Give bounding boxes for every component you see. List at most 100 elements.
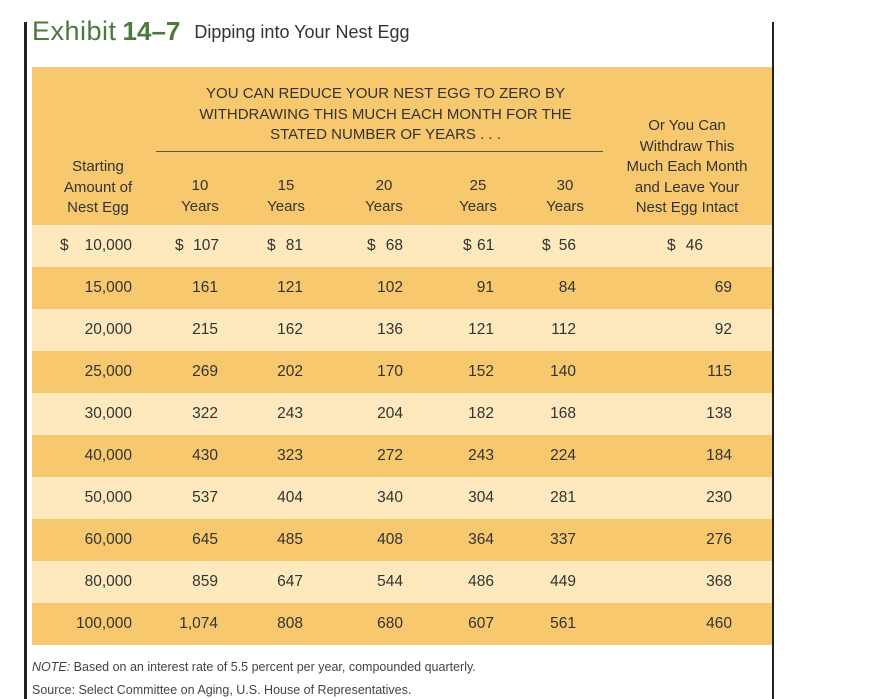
nest-egg-table: YOU CAN REDUCE YOUR NEST EGG TO ZERO BY … bbox=[32, 67, 772, 648]
col-header-unit: Years bbox=[459, 197, 497, 215]
withdrawal-cell-10-years: 645 bbox=[192, 531, 218, 548]
starting-amount-cell: 80,000 bbox=[84, 573, 132, 590]
withdrawal-cell-25-years: 243 bbox=[468, 447, 494, 464]
withdrawal-cell-20-years: 68 bbox=[385, 237, 403, 254]
table-row: 50,000 537 404 340 304 281 230 bbox=[32, 477, 772, 519]
intact-header-line-5: Nest Egg Intact bbox=[635, 199, 739, 216]
col-header-num: 15 bbox=[277, 177, 295, 194]
group-header-line-3: STATED NUMBER OF YEARS . . . bbox=[270, 126, 501, 143]
withdrawal-cell-15-years: 202 bbox=[277, 363, 303, 380]
table-note: NOTE: Based on an interest rate of 5.5 p… bbox=[32, 660, 476, 674]
currency-sign: $ bbox=[667, 237, 676, 254]
exhibit-label: Exhibit bbox=[32, 16, 117, 46]
intact-withdrawal-cell: 276 bbox=[706, 531, 732, 548]
withdrawal-cell-30-years: 561 bbox=[550, 615, 576, 632]
withdrawal-cell-30-years: 337 bbox=[550, 531, 576, 548]
withdrawal-cell-25-years: 486 bbox=[468, 573, 494, 590]
exhibit-number: 14–7 bbox=[122, 16, 181, 46]
table-row: 30,000 322 243 204 182 168 138 bbox=[32, 393, 772, 435]
exhibit-subtitle: Dipping into Your Nest Egg bbox=[194, 22, 410, 42]
note-label: NOTE: bbox=[32, 660, 71, 674]
withdrawal-cell-10-years: 859 bbox=[192, 573, 218, 590]
intact-header-line-4: and Leave Your bbox=[634, 178, 740, 196]
intact-withdrawal-cell: 92 bbox=[714, 321, 732, 338]
withdrawal-cell-15-years: 404 bbox=[277, 489, 303, 506]
table-row: 40,000 430 323 272 243 224 184 bbox=[32, 435, 772, 477]
table-row: 25,000 269 202 170 152 140 115 bbox=[32, 351, 772, 393]
intact-withdrawal-cell: 460 bbox=[706, 615, 732, 632]
starting-amount-cell: 40,000 bbox=[84, 447, 132, 464]
intact-withdrawal-cell: 69 bbox=[714, 279, 732, 296]
col-header-30-years: 30 Years bbox=[535, 176, 595, 217]
withdrawal-cell-20-years: 680 bbox=[377, 615, 403, 632]
withdrawal-cell-15-years: 243 bbox=[277, 405, 303, 422]
starting-amount-cell: 100,000 bbox=[75, 615, 132, 632]
withdrawal-cell-30-years: 224 bbox=[550, 447, 576, 464]
col-header-unit: Years bbox=[365, 197, 403, 215]
withdrawal-cell-10-years: 537 bbox=[192, 489, 218, 506]
intact-withdrawal-cell: 46 bbox=[685, 237, 703, 254]
withdrawal-cell-10-years: 430 bbox=[192, 447, 218, 464]
col-header-25-years: 25 Years bbox=[448, 176, 508, 217]
group-header: YOU CAN REDUCE YOUR NEST EGG TO ZERO BY … bbox=[158, 84, 613, 146]
withdrawal-cell-10-years: 322 bbox=[192, 405, 218, 422]
starting-amount-cell: 30,000 bbox=[84, 405, 132, 422]
withdrawal-cell-15-years: 808 bbox=[277, 615, 303, 632]
table-row: $10,000 $107 $81 $68 $61 $56 $46 bbox=[32, 225, 772, 267]
note-text: Based on an interest rate of 5.5 percent… bbox=[70, 660, 476, 674]
group-header-line-2: WITHDRAWING THIS MUCH EACH MONTH FOR THE bbox=[199, 105, 572, 123]
col-header-unit: Years bbox=[181, 197, 219, 215]
intact-header: Or You Can Withdraw This Much Each Month… bbox=[612, 116, 762, 219]
col-header-num: 20 bbox=[375, 177, 393, 194]
intact-withdrawal-cell: 368 bbox=[706, 573, 732, 590]
starting-amount-cell: 60,000 bbox=[84, 531, 132, 548]
currency-sign: $ bbox=[60, 237, 69, 254]
withdrawal-cell-20-years: 136 bbox=[377, 321, 403, 338]
withdrawal-cell-30-years: 449 bbox=[550, 573, 576, 590]
starting-amount-header: Starting Amount of Nest Egg bbox=[48, 157, 148, 219]
col-header-20-years: 20 Years bbox=[354, 176, 414, 217]
withdrawal-cell-15-years: 121 bbox=[277, 279, 303, 296]
withdrawal-cell-15-years: 647 bbox=[277, 573, 303, 590]
withdrawal-cell-25-years: 121 bbox=[468, 321, 494, 338]
withdrawal-cell-25-years: 152 bbox=[468, 363, 494, 380]
withdrawal-cell-30-years: 281 bbox=[550, 489, 576, 506]
currency-sign: $ bbox=[175, 237, 184, 254]
withdrawal-cell-20-years: 102 bbox=[377, 279, 403, 296]
currency-sign: $ bbox=[463, 237, 472, 254]
table-header: YOU CAN REDUCE YOUR NEST EGG TO ZERO BY … bbox=[32, 67, 772, 225]
withdrawal-cell-10-years: 161 bbox=[192, 279, 218, 296]
starting-header-line-1: Starting bbox=[72, 158, 124, 175]
withdrawal-cell-20-years: 204 bbox=[377, 405, 403, 422]
withdrawal-cell-25-years: 182 bbox=[468, 405, 494, 422]
withdrawal-cell-25-years: 364 bbox=[468, 531, 494, 548]
col-header-num: 25 bbox=[469, 177, 487, 194]
col-header-unit: Years bbox=[267, 197, 305, 215]
col-header-15-years: 15 Years bbox=[256, 176, 316, 217]
withdrawal-cell-10-years: 269 bbox=[192, 363, 218, 380]
withdrawal-cell-20-years: 272 bbox=[377, 447, 403, 464]
table-row: 80,000 859 647 544 486 449 368 bbox=[32, 561, 772, 603]
starting-amount-cell: 20,000 bbox=[84, 321, 132, 338]
withdrawal-cell-20-years: 170 bbox=[377, 363, 403, 380]
col-header-num: 10 bbox=[191, 177, 209, 194]
exhibit-title: Exhibit 14–7 Dipping into Your Nest Egg bbox=[32, 16, 410, 47]
group-header-line-1: YOU CAN REDUCE YOUR NEST EGG TO ZERO BY bbox=[206, 85, 565, 102]
withdrawal-cell-15-years: 162 bbox=[277, 321, 303, 338]
withdrawal-cell-25-years: 607 bbox=[468, 615, 494, 632]
table-row: 60,000 645 485 408 364 337 276 bbox=[32, 519, 772, 561]
intact-withdrawal-cell: 138 bbox=[706, 405, 732, 422]
intact-withdrawal-cell: 230 bbox=[706, 489, 732, 506]
withdrawal-cell-20-years: 408 bbox=[377, 531, 403, 548]
starting-header-line-3: Nest Egg bbox=[67, 199, 129, 216]
withdrawal-cell-25-years: 91 bbox=[476, 279, 494, 296]
withdrawal-cell-10-years: 107 bbox=[193, 237, 219, 254]
currency-sign: $ bbox=[267, 237, 276, 254]
starting-amount-cell: 50,000 bbox=[84, 489, 132, 506]
currency-sign: $ bbox=[367, 237, 376, 254]
starting-header-line-2: Amount of bbox=[63, 178, 133, 196]
col-header-num: 30 bbox=[556, 177, 574, 194]
withdrawal-cell-15-years: 485 bbox=[277, 531, 303, 548]
table-row: 20,000 215 162 136 121 112 92 bbox=[32, 309, 772, 351]
table-row: 15,000 161 121 102 91 84 69 bbox=[32, 267, 772, 309]
